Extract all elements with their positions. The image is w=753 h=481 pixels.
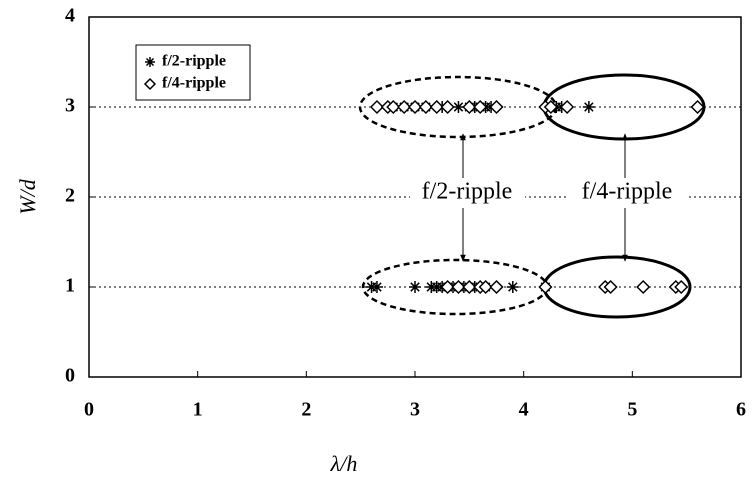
annotation-bg: [568, 178, 686, 208]
data-point: [418, 99, 433, 115]
data-point: [369, 99, 385, 115]
legend-marker: [145, 57, 155, 67]
data-point: [489, 99, 504, 115]
legend-label: f/2-ripple: [162, 53, 226, 70]
x-tick-label: 2: [301, 399, 311, 421]
data-point: [690, 99, 705, 115]
y-tick-label: 1: [65, 275, 75, 297]
data-point: [478, 279, 493, 295]
annotation: f/2-ripple: [422, 179, 513, 205]
legend-marker: [143, 77, 157, 91]
y-tick-label: 3: [65, 95, 75, 117]
data-point: [582, 101, 595, 113]
y-tick-label: 2: [65, 185, 75, 207]
legend-box: [135, 44, 251, 101]
data-point: [560, 99, 575, 115]
y-axis-label: W/d: [15, 178, 40, 214]
data-point: [538, 279, 553, 295]
data-point: [603, 279, 618, 295]
data-point: [451, 279, 466, 295]
data-point: [462, 279, 477, 295]
x-tick-label: 0: [84, 399, 94, 421]
y-tick-label: 0: [65, 365, 75, 387]
data-point: [636, 279, 651, 295]
annotation: f/4-ripple: [582, 179, 673, 205]
data-point: [407, 99, 423, 115]
data-point: [473, 99, 488, 115]
data-point: [429, 99, 444, 115]
data-point: [370, 281, 383, 293]
data-point: [506, 281, 519, 293]
x-tick-label: 3: [410, 399, 420, 421]
x-tick-label: 4: [519, 399, 529, 421]
x-tick-label: 1: [193, 399, 203, 421]
data-point: [462, 99, 477, 115]
annotation-bg: [410, 178, 525, 208]
data-point: [489, 279, 504, 295]
legend-label: f/4-ripple: [162, 75, 226, 92]
data-point: [386, 99, 401, 115]
x-tick-label: 5: [627, 399, 637, 421]
y-tick-label: 4: [65, 5, 75, 27]
data-point: [397, 99, 412, 115]
data-point: [409, 281, 421, 293]
x-axis-label: λ/h: [330, 451, 358, 476]
data-point: [674, 279, 689, 295]
x-tick-label: 6: [736, 399, 746, 421]
data-point: [440, 279, 455, 295]
data-point: [452, 101, 465, 113]
data-point: [440, 99, 455, 115]
data-point: [543, 99, 558, 115]
